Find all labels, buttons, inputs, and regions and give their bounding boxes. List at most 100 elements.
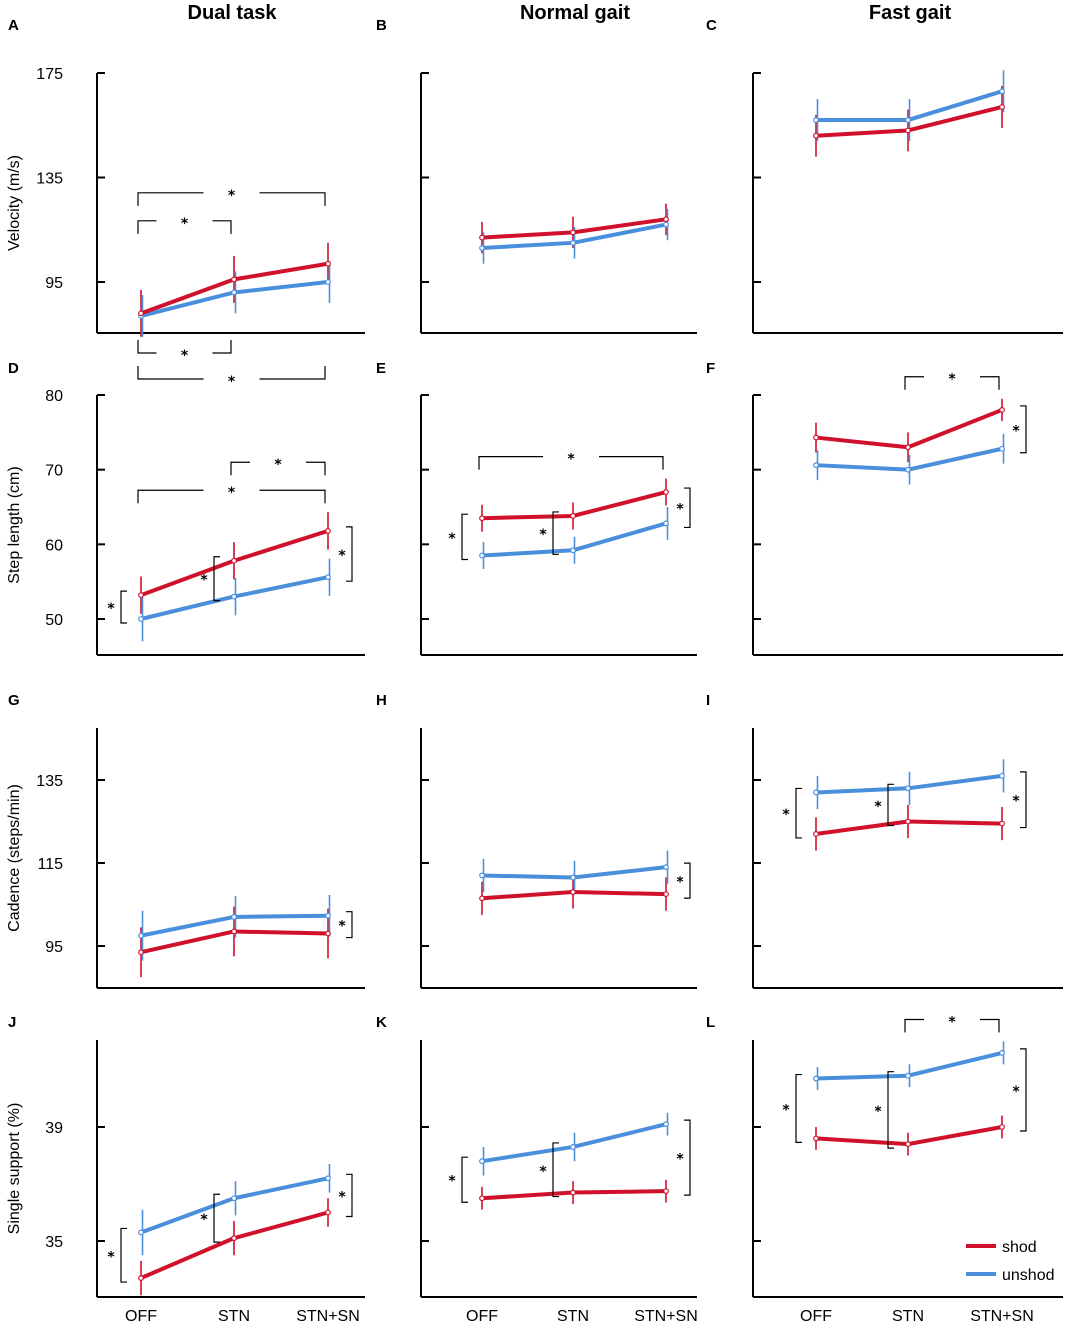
x-tick-label-J: OFF — [125, 1308, 157, 1325]
significance-star-D: * — [200, 573, 208, 589]
panel-E: E * * * * — [376, 360, 697, 656]
significance-bracket-J — [120, 1227, 127, 1283]
significance-bracket-A — [137, 366, 326, 380]
data-point-unshod-I — [999, 772, 1005, 779]
significance-star-L: * — [948, 1015, 956, 1031]
x-tick-label-L: STN+SN — [970, 1308, 1034, 1325]
data-point-unshod-L — [813, 1075, 819, 1082]
panel-letter-A: A — [8, 17, 19, 34]
y-tick-label-J: 35 — [45, 1234, 63, 1251]
x-tick-label-J: STN+SN — [296, 1308, 360, 1325]
data-point-shod-H — [479, 895, 485, 902]
significance-star-E: * — [676, 502, 684, 518]
significance-star-D: * — [228, 485, 236, 501]
y-tick-label-A: 95 — [45, 275, 63, 292]
data-point-unshod-D — [138, 616, 144, 622]
panel-letter-K: K — [376, 1014, 387, 1031]
significance-bracket-L — [1020, 1048, 1027, 1132]
panel-C: C — [706, 17, 1063, 334]
significance-bracket-F — [904, 376, 1000, 390]
significance-bracket-J — [213, 1193, 220, 1243]
data-point-unshod-L — [905, 1072, 911, 1079]
data-point-unshod-E — [479, 552, 485, 559]
data-point-unshod-F — [999, 445, 1005, 452]
data-point-unshod-C — [999, 88, 1005, 95]
x-tick-label-K: OFF — [466, 1308, 498, 1325]
x-tick-label-K: STN+SN — [634, 1308, 698, 1325]
panels-layer: A 95 135 175 Velocity (m/s) * * * * B C D 50 60 70 80 St… — [6, 17, 1063, 1325]
column-title-fast-gait: Fast gait — [869, 2, 952, 24]
data-point-unshod-J — [231, 1195, 237, 1202]
significance-star-I: * — [1012, 794, 1020, 810]
data-point-shod-K — [663, 1188, 669, 1195]
significance-bracket-A — [137, 192, 326, 206]
panel-J: J 35 39 Single support (%) OFF STN STN+SN * * * — [6, 1014, 365, 1325]
y-tick-label-A: 175 — [36, 66, 63, 83]
data-point-shod-B — [570, 229, 576, 236]
data-point-shod-B — [479, 234, 485, 241]
x-tick-label-L: STN — [892, 1308, 924, 1325]
significance-bracket-L — [904, 1018, 1000, 1033]
significance-bracket-J — [346, 1173, 353, 1218]
panel-letter-E: E — [376, 360, 386, 377]
panel-letter-G: G — [8, 692, 20, 709]
data-point-shod-G — [138, 949, 144, 956]
significance-star-A: * — [181, 348, 189, 364]
x-tick-label-J: STN — [218, 1308, 250, 1325]
y-tick-label-J: 39 — [45, 1120, 63, 1137]
significance-star-D: * — [338, 548, 346, 564]
column-title-normal-gait: Normal gait — [520, 2, 630, 24]
significance-star-J: * — [107, 1249, 115, 1265]
data-point-unshod-K — [663, 1121, 669, 1128]
significance-bracket-E — [478, 456, 664, 470]
data-point-shod-A — [231, 276, 237, 283]
column-title-dual-task: Dual task — [188, 2, 278, 24]
data-point-unshod-E — [663, 520, 669, 527]
significance-star-J: * — [338, 1189, 346, 1205]
significance-bracket-D — [120, 590, 127, 624]
significance-star-E: * — [539, 527, 547, 543]
series-line-shod-F — [814, 407, 1004, 450]
data-point-shod-F — [813, 434, 819, 441]
panel-letter-L: L — [706, 1014, 715, 1031]
data-point-shod-J — [231, 1235, 237, 1242]
panel-letter-B: B — [376, 17, 387, 34]
legend-label-shod: shod — [1002, 1239, 1037, 1256]
y-tick-label-G: 115 — [37, 856, 63, 873]
data-point-shod-J — [138, 1275, 144, 1281]
data-point-unshod-B — [663, 221, 669, 228]
significance-star-K: * — [539, 1164, 547, 1180]
data-point-shod-D — [138, 592, 144, 599]
significance-bracket-D — [213, 556, 220, 602]
panel-letter-H: H — [376, 692, 387, 709]
y-tick-label-G: 95 — [45, 939, 63, 956]
significance-bracket-A — [137, 220, 232, 234]
panel-B: B — [376, 17, 697, 334]
data-point-shod-E — [479, 515, 485, 522]
legend-label-unshod: unshod — [1002, 1267, 1055, 1284]
significance-star-K: * — [448, 1174, 456, 1190]
data-point-unshod-H — [663, 864, 669, 871]
data-point-unshod-G — [138, 932, 144, 939]
significance-star-H: * — [676, 875, 684, 891]
significance-bracket-K — [684, 1119, 691, 1196]
data-point-unshod-D — [231, 593, 237, 600]
significance-star-E: * — [567, 452, 575, 468]
significance-bracket-I — [795, 787, 802, 839]
panel-I: I * * * — [706, 692, 1063, 989]
significance-bracket-L — [887, 1071, 894, 1149]
data-point-shod-G — [231, 928, 237, 935]
y-tick-label-D: 80 — [45, 388, 63, 405]
significance-star-L: * — [782, 1102, 790, 1118]
y-tick-label-D: 50 — [45, 612, 63, 629]
significance-bracket-A — [137, 340, 232, 354]
panel-G: G 95 115 135 Cadence (steps/min) * — [6, 692, 365, 989]
data-point-unshod-C — [905, 117, 911, 123]
significance-bracket-E — [461, 513, 468, 561]
panel-L: L OFF STN STN+SN * * * * — [706, 1014, 1063, 1325]
figure-static-layer: Dual task Normal gait Fast gait — [188, 2, 952, 24]
data-point-unshod-K — [479, 1158, 485, 1165]
data-point-unshod-G — [325, 912, 331, 919]
data-point-shod-I — [813, 831, 819, 837]
